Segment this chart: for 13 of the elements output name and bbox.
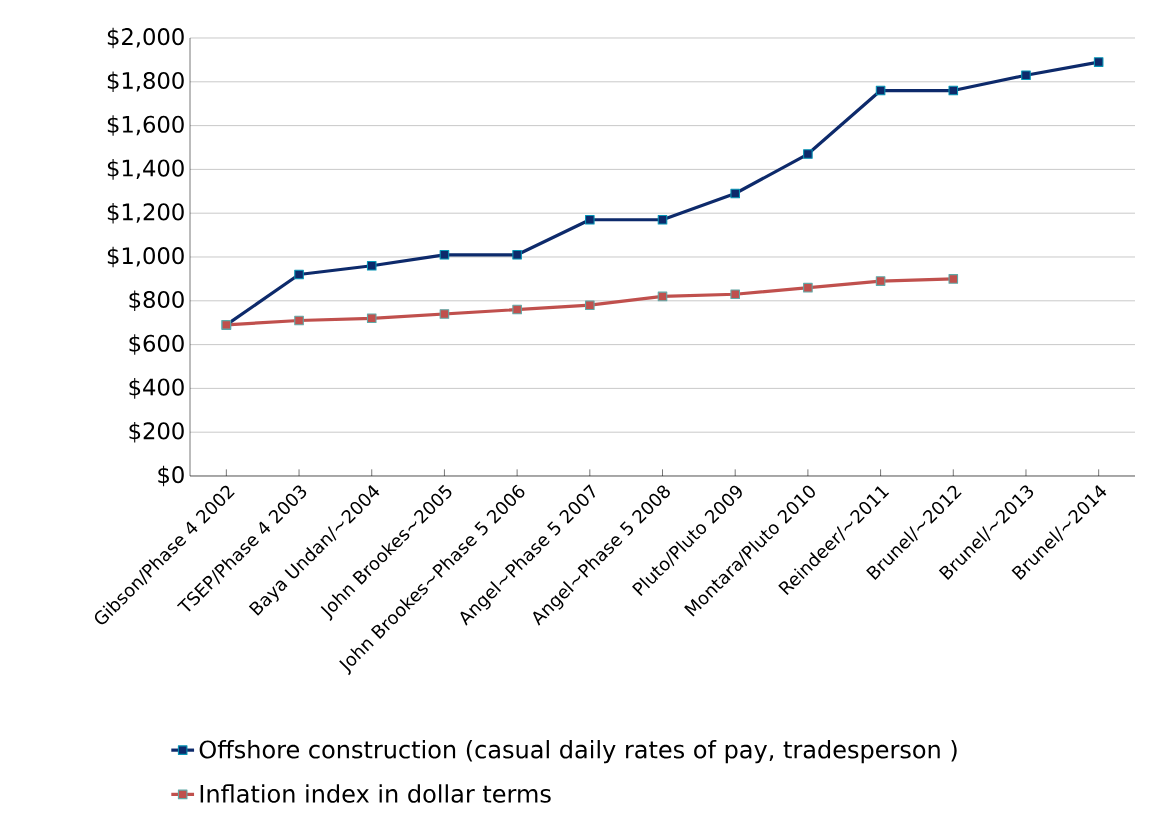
- y-tick-label: $200: [129, 421, 184, 443]
- y-tick-label: $600: [129, 334, 184, 355]
- y-tick-label: $1,800: [107, 71, 184, 93]
- y-tick-label: $1,400: [107, 159, 184, 180]
- y-tick-label: $1,600: [107, 115, 184, 136]
- legend-label: Inflation index in dollar terms: [200, 784, 551, 803]
- y-tick-label: $2,000: [107, 27, 184, 49]
- y-tick-label: $1,000: [107, 246, 184, 268]
- y-tick-label: $0: [158, 465, 184, 487]
- y-tick-label: $1,200: [107, 202, 184, 224]
- y-tick-label: $800: [129, 290, 184, 312]
- y-tick-label: $400: [129, 378, 184, 399]
- legend-label: Offshore construction (casual daily rates of pay, tradesperson ): [199, 740, 957, 764]
